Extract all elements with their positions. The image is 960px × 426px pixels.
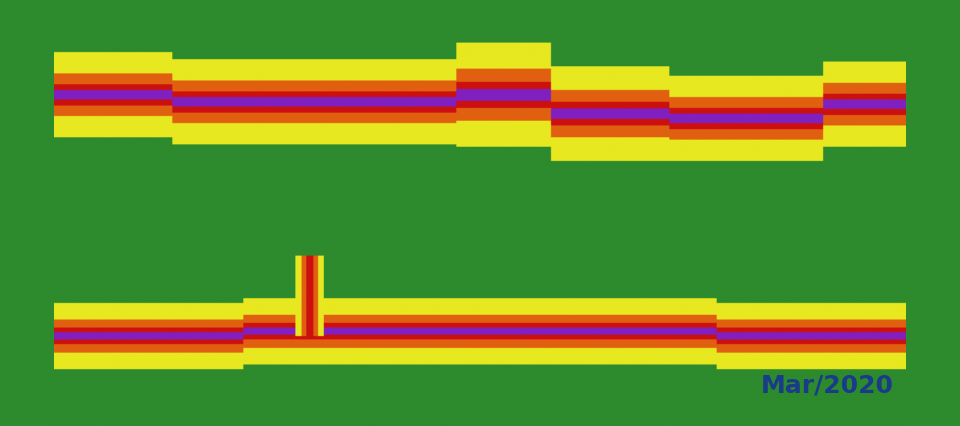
Text: Mar/2020: Mar/2020 — [761, 374, 894, 397]
